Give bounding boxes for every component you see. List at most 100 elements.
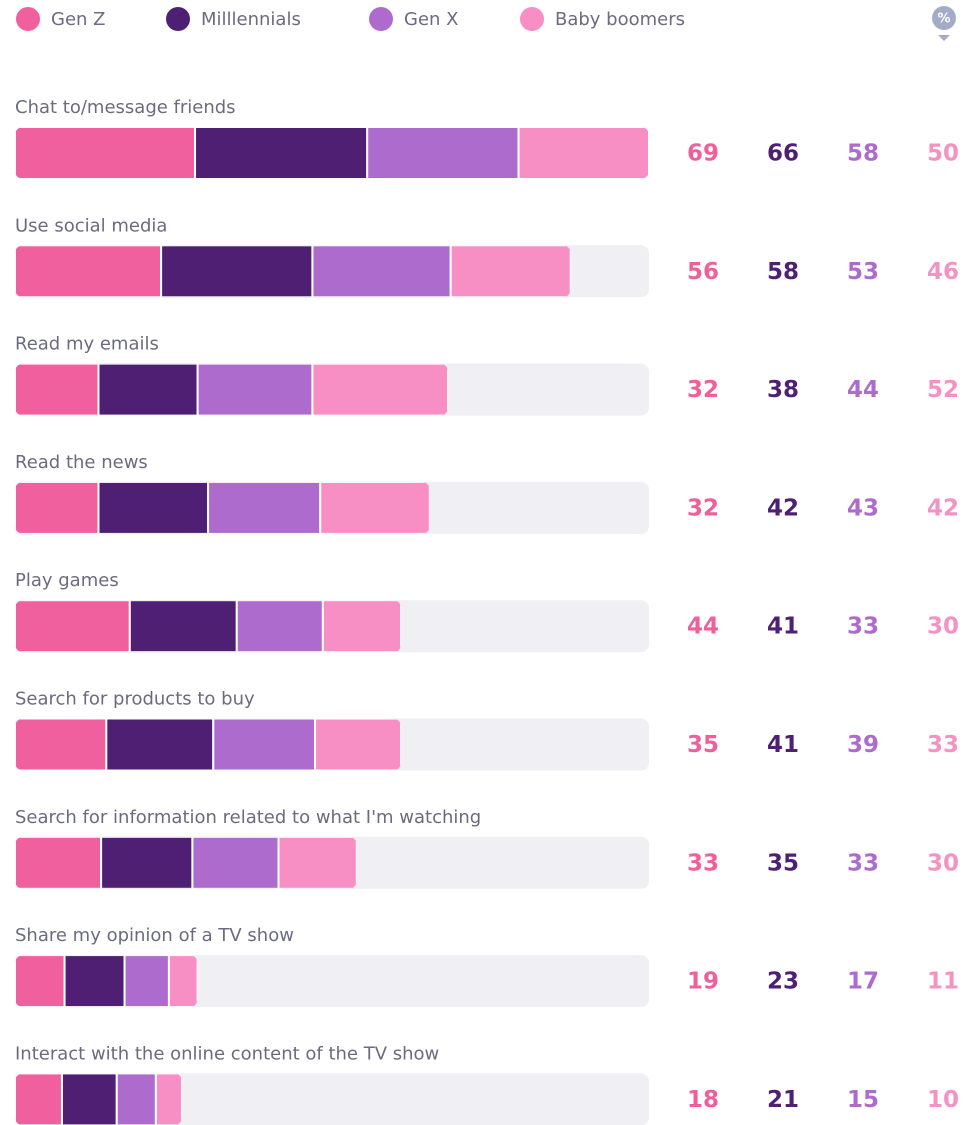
- value-label: 58: [767, 259, 799, 285]
- bar-group: [15, 245, 571, 298]
- bar-segment: [235, 600, 324, 653]
- value-label: 44: [687, 614, 719, 640]
- category-label: Read the news: [15, 452, 148, 473]
- value-label: 35: [687, 732, 719, 758]
- value-label: 42: [767, 495, 799, 521]
- badge-circle: [932, 6, 956, 30]
- value-label: 19: [687, 969, 719, 995]
- value-label: 35: [767, 850, 799, 876]
- bar-segment: [160, 245, 314, 298]
- bar-segment: [449, 245, 571, 298]
- badge-arrow: [938, 35, 950, 41]
- bar-group: [15, 955, 198, 1008]
- value-label: 33: [847, 614, 879, 640]
- bar-group: [15, 836, 357, 889]
- value-label: 52: [927, 377, 959, 403]
- value-label: 21: [767, 1087, 799, 1113]
- bar-segment: [15, 245, 163, 298]
- value-label: 32: [687, 377, 719, 403]
- category-label: Share my opinion of a TV show: [15, 925, 294, 946]
- value-label: 43: [847, 495, 879, 521]
- category-label: Search for information related to what I…: [15, 807, 481, 828]
- value-label: 44: [847, 377, 879, 403]
- value-label: 38: [767, 377, 799, 403]
- bar-segment: [321, 600, 402, 653]
- bar-segment: [63, 955, 126, 1008]
- bar-segment: [517, 127, 649, 179]
- category-label: Use social media: [15, 215, 167, 236]
- bar-segment: [194, 127, 369, 179]
- value-label: 58: [847, 141, 879, 167]
- legend-swatch: [369, 7, 393, 31]
- category-label: Search for products to buy: [15, 689, 255, 710]
- category-label: Interact with the online content of the …: [15, 1043, 439, 1064]
- bar-segment: [15, 1073, 63, 1125]
- value-label: 17: [847, 969, 879, 995]
- category-label: Play games: [15, 570, 119, 591]
- value-label: 18: [687, 1087, 719, 1113]
- category-label: Read my emails: [15, 334, 159, 355]
- bar-segment: [196, 363, 314, 416]
- bar-segment: [15, 600, 131, 653]
- bar-segment: [154, 1073, 182, 1125]
- bar-group: [15, 600, 402, 653]
- bar-segment: [311, 363, 449, 416]
- bar-group: [15, 363, 449, 416]
- bar-segment: [167, 955, 198, 1008]
- value-label: 69: [687, 141, 719, 167]
- bar-segment: [15, 955, 66, 1008]
- bar-group: [15, 718, 402, 771]
- legend-swatch: [166, 7, 190, 31]
- bar-segment: [60, 1073, 118, 1125]
- value-label: 56: [687, 259, 719, 285]
- bar-group: [15, 127, 649, 179]
- value-label: 42: [927, 495, 959, 521]
- bar-segment: [15, 836, 103, 889]
- bar-segment: [366, 127, 520, 179]
- bar-segment: [100, 836, 194, 889]
- value-label: 30: [927, 850, 959, 876]
- value-label: 39: [847, 732, 879, 758]
- value-label: 66: [767, 141, 799, 167]
- bar-group: [15, 1073, 182, 1125]
- legend-label: Gen Z: [51, 9, 105, 30]
- bar-segment: [277, 836, 357, 889]
- unit-badge[interactable]: %: [932, 6, 956, 41]
- value-label: 15: [847, 1087, 879, 1113]
- bar-segment: [212, 718, 317, 771]
- value-label: 41: [767, 732, 799, 758]
- legend-label: Baby boomers: [555, 9, 685, 30]
- value-label: 33: [687, 850, 719, 876]
- legend-label: Milllennials: [201, 9, 301, 30]
- bar-segment: [207, 481, 322, 534]
- bar-group: [15, 481, 430, 534]
- value-label: 41: [767, 614, 799, 640]
- value-label: 10: [927, 1087, 959, 1113]
- bar-segment: [15, 127, 197, 179]
- legend-swatch: [520, 7, 544, 31]
- category-label: Chat to/message friends: [15, 97, 236, 118]
- value-label: 11: [927, 969, 959, 995]
- value-label: 32: [687, 495, 719, 521]
- value-label: 50: [927, 141, 959, 167]
- bar-segment: [314, 718, 402, 771]
- bar-segment: [15, 718, 108, 771]
- legend-label: Gen X: [404, 9, 458, 30]
- badge-text: %: [937, 12, 950, 27]
- bar-segment: [105, 718, 215, 771]
- bar-segment: [115, 1073, 157, 1125]
- bar-segment: [128, 600, 238, 653]
- bar-segment: [97, 481, 210, 534]
- value-label: 46: [927, 259, 959, 285]
- value-label: 30: [927, 614, 959, 640]
- bar-segment: [123, 955, 170, 1008]
- legend-swatch: [16, 7, 40, 31]
- value-label: 53: [847, 259, 879, 285]
- value-label: 33: [927, 732, 959, 758]
- bar-segment: [97, 363, 199, 416]
- value-label: 23: [767, 969, 799, 995]
- bar-segment: [15, 363, 100, 416]
- bar-segment: [191, 836, 280, 889]
- bar-segment: [15, 481, 100, 534]
